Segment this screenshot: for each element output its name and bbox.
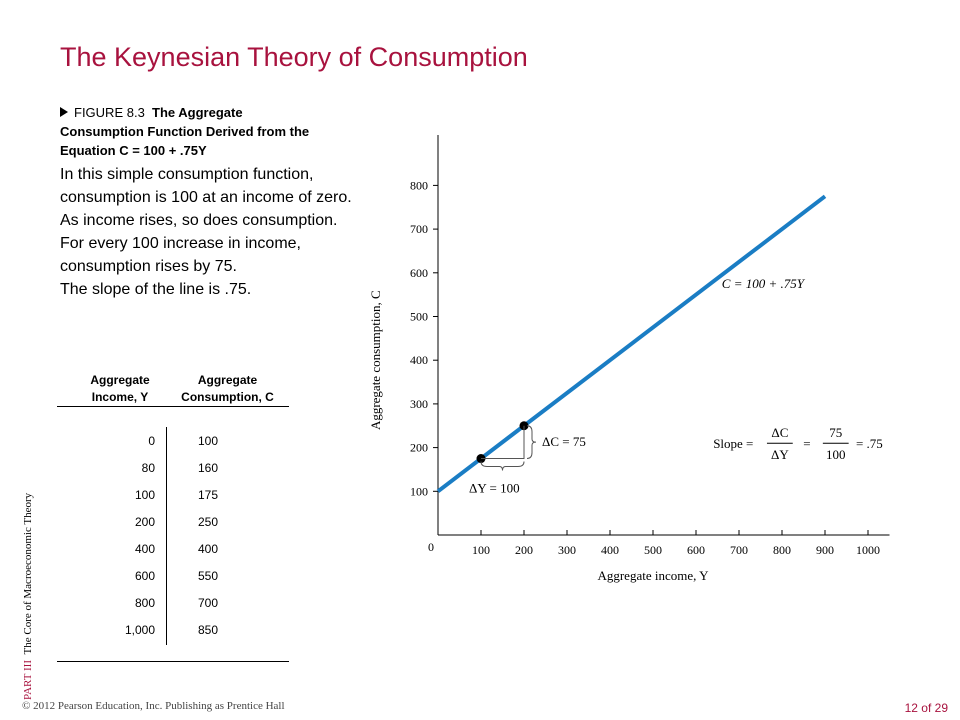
delta-step xyxy=(481,425,525,460)
x-tick-label: 100 xyxy=(472,543,490,557)
delta-y-label: ΔY = 100 xyxy=(469,481,520,496)
caption-line-1: FIGURE 8.3 The Aggregate xyxy=(60,103,365,122)
slope-value-numerator: 75 xyxy=(829,425,842,440)
slope-equals: = xyxy=(803,436,810,451)
slope-prefix: Slope = xyxy=(713,436,753,451)
data-table: Aggregate Income, Y Aggregate Consumptio… xyxy=(55,370,295,670)
consumption-cell: 100 xyxy=(198,434,219,448)
page-title: The Keynesian Theory of Consumption xyxy=(60,42,528,72)
income-cell: 600 xyxy=(134,569,155,583)
column-divider xyxy=(166,427,167,645)
income-cell: 400 xyxy=(134,542,155,556)
bullet-text: The slope of the line is .75. xyxy=(60,281,252,298)
chart-ticks: 100 200 300 400 500 600 700 800 0 100 200 300 400 500… xyxy=(368,178,880,583)
equation-label: C = 100 + .75Y xyxy=(722,276,806,291)
header-text: Aggregate xyxy=(90,373,150,387)
y-tick-label: 400 xyxy=(410,353,428,367)
chart-axes xyxy=(437,135,890,536)
bullet-text: As income rises, so does consumption. xyxy=(60,212,338,229)
y-tick-label: 300 xyxy=(410,397,428,411)
x-tick-label: 0 xyxy=(428,540,434,554)
consumption-function-line xyxy=(436,194,827,493)
figure-caption: FIGURE 8.3 The Aggregate Consumption Fun… xyxy=(60,103,365,160)
side-part-label: PART III The Core of Macroeconomic Theor… xyxy=(22,420,38,700)
y-tick-label: 200 xyxy=(410,441,428,455)
table-header-consumption: Aggregate Consumption, C xyxy=(165,372,290,406)
table-header-income: Aggregate Income, Y xyxy=(65,372,175,406)
consumption-cell: 175 xyxy=(198,488,219,502)
triangle-bullet-icon xyxy=(60,107,68,117)
chart-plot xyxy=(436,194,827,493)
page-number: 12 of 29 xyxy=(904,701,948,715)
chart-annotations: ΔC = 75 ΔY = 100 C = 100 + .75Y Slope = ΔC ΔY… xyxy=(469,276,883,495)
caption-line2: Consumption Function Derived from the xyxy=(60,124,310,139)
x-tick-label: 300 xyxy=(558,543,576,557)
caption-line1: The Aggregate xyxy=(152,105,243,120)
bullet-text: For every 100 increase in income, consum… xyxy=(60,235,301,275)
income-cell: 800 xyxy=(134,596,155,610)
y-tick-label: 100 xyxy=(410,484,428,498)
consumption-cell: 160 xyxy=(198,461,219,475)
part-label: PART III xyxy=(22,660,34,700)
slope-numerator: ΔC xyxy=(771,425,788,440)
consumption-function-chart: 100 200 300 400 500 600 700 800 0 100 200 300 400 500… xyxy=(368,135,890,583)
y-tick-label: 500 xyxy=(410,310,428,324)
slope-value-denominator: 100 xyxy=(826,447,846,462)
x-tick-label: 400 xyxy=(601,543,619,557)
income-cell: 100 xyxy=(134,488,155,502)
y-tick-label: 700 xyxy=(410,222,428,236)
x-tick-label: 900 xyxy=(816,543,834,557)
slope-result: = .75 xyxy=(856,436,883,451)
x-tick-label: 500 xyxy=(644,543,662,557)
x-tick-label: 800 xyxy=(773,543,791,557)
consumption-cell: 400 xyxy=(198,542,219,556)
income-cell: 200 xyxy=(134,515,155,529)
header-rule xyxy=(57,406,289,407)
income-cell: 80 xyxy=(141,461,155,475)
slope-denominator: ΔY xyxy=(771,447,789,462)
figure-label: FIGURE 8.3 xyxy=(74,105,145,120)
y-axis-label: Aggregate consumption, C xyxy=(368,290,383,430)
consumption-cell: 550 xyxy=(198,569,219,583)
part-title: The Core of Macroeconomic Theory xyxy=(22,492,34,655)
y-tick-label: 800 xyxy=(410,178,428,192)
delta-y-brace xyxy=(480,461,525,471)
x-tick-label: 600 xyxy=(687,543,705,557)
copyright-text: © 2012 Pearson Education, Inc. Publishin… xyxy=(22,700,285,712)
bottom-rule xyxy=(57,661,289,662)
delta-c-brace xyxy=(526,425,537,460)
y-tick-label: 600 xyxy=(410,266,428,280)
header-text: Aggregate xyxy=(197,373,258,387)
x-tick-label: 1000 xyxy=(856,543,880,557)
consumption-cell: 850 xyxy=(198,623,219,637)
caption-line3-prefix: Equation xyxy=(60,143,120,158)
consumption-cell: 700 xyxy=(198,596,219,610)
header-text: Income, Y xyxy=(91,390,149,404)
header-text: Consumption, C xyxy=(181,390,274,404)
x-axis-label: Aggregate income, Y xyxy=(597,568,709,583)
consumption-cell: 250 xyxy=(198,515,219,529)
income-cell: 1,000 xyxy=(124,623,155,637)
x-tick-label: 200 xyxy=(515,543,533,557)
explanation-text: In this simple consumption function, con… xyxy=(60,163,370,301)
income-cell: 0 xyxy=(148,434,155,448)
x-tick-label: 700 xyxy=(730,543,748,557)
delta-c-label: ΔC = 75 xyxy=(542,434,586,449)
caption-line-3: Equation C = 100 + .75Y xyxy=(60,141,365,160)
bullet-text: In this simple consumption function, con… xyxy=(60,166,352,206)
caption-equation: C = 100 + .75Y xyxy=(119,143,207,158)
